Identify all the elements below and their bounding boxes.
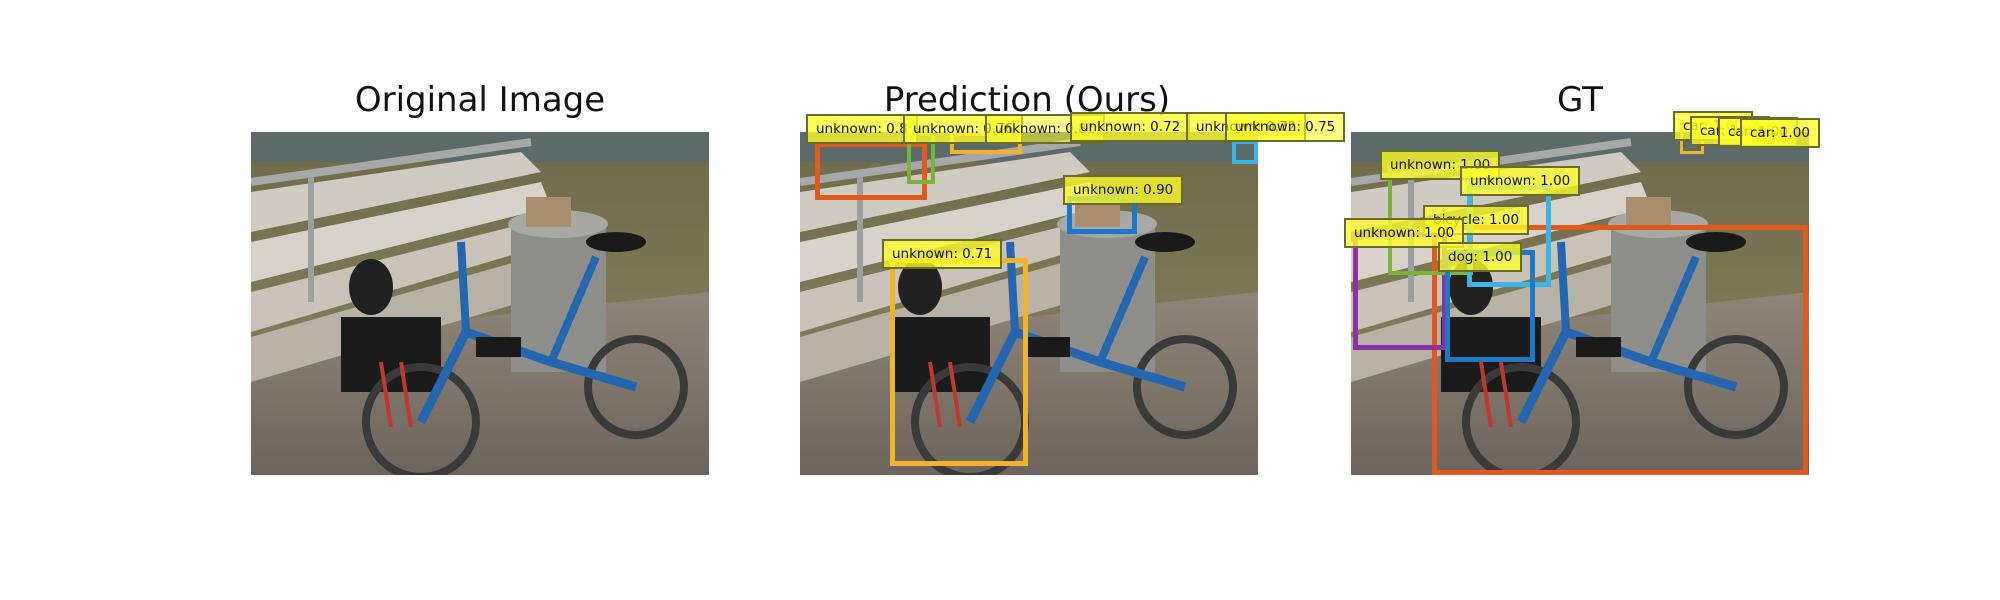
gt-box-orange <box>1432 225 1808 475</box>
pred-box-cyan <box>1232 140 1258 164</box>
pred-label: unknown: 0.71 <box>882 239 1003 269</box>
gt-label: bicycle: 1.00 <box>1423 205 1530 235</box>
gt-label: car: 1.00 <box>1740 118 1820 148</box>
pred-box-orange <box>815 142 927 200</box>
gt-label: dog: 1.00 <box>1438 242 1523 272</box>
panel-original-image <box>251 132 709 475</box>
panel-original-title: Original Image <box>354 80 606 120</box>
panel-gt-title: GT <box>1557 80 1603 120</box>
pred-box-yellow-large <box>890 258 1028 466</box>
pred-label: unknown: 0.75 <box>1225 112 1346 142</box>
gt-label: unknown: 1.00 <box>1460 166 1581 196</box>
pred-label: unknown: 0.72 <box>1070 112 1191 142</box>
pred-label: unknown: 0.90 <box>1063 175 1184 205</box>
photo-scene <box>251 132 709 475</box>
pred-label: unknown: 0.8 <box>806 114 918 144</box>
